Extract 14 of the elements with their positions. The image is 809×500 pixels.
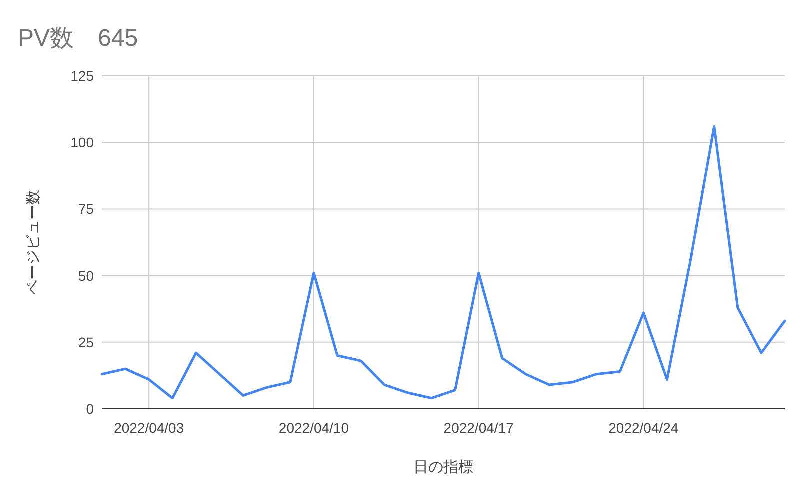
y-tick-label: 50 <box>78 268 94 284</box>
y-tick-label: 0 <box>86 401 94 417</box>
x-tick-label: 2022/04/24 <box>608 420 679 436</box>
x-tick-label: 2022/04/03 <box>114 420 184 436</box>
y-tick-label: 125 <box>70 68 94 84</box>
y-tick-label: 100 <box>70 134 94 151</box>
x-axis-title: 日の指標 <box>414 459 474 476</box>
y-tick-label: 25 <box>78 334 94 350</box>
y-axis-title: ページビュー数 <box>25 190 42 295</box>
y-tick-label: 75 <box>78 201 94 218</box>
x-tick-label: 2022/04/17 <box>444 420 514 436</box>
x-tick-label: 2022/04/10 <box>278 420 350 436</box>
line-series <box>100 125 786 400</box>
chart-title: PV数 645 <box>18 25 138 52</box>
